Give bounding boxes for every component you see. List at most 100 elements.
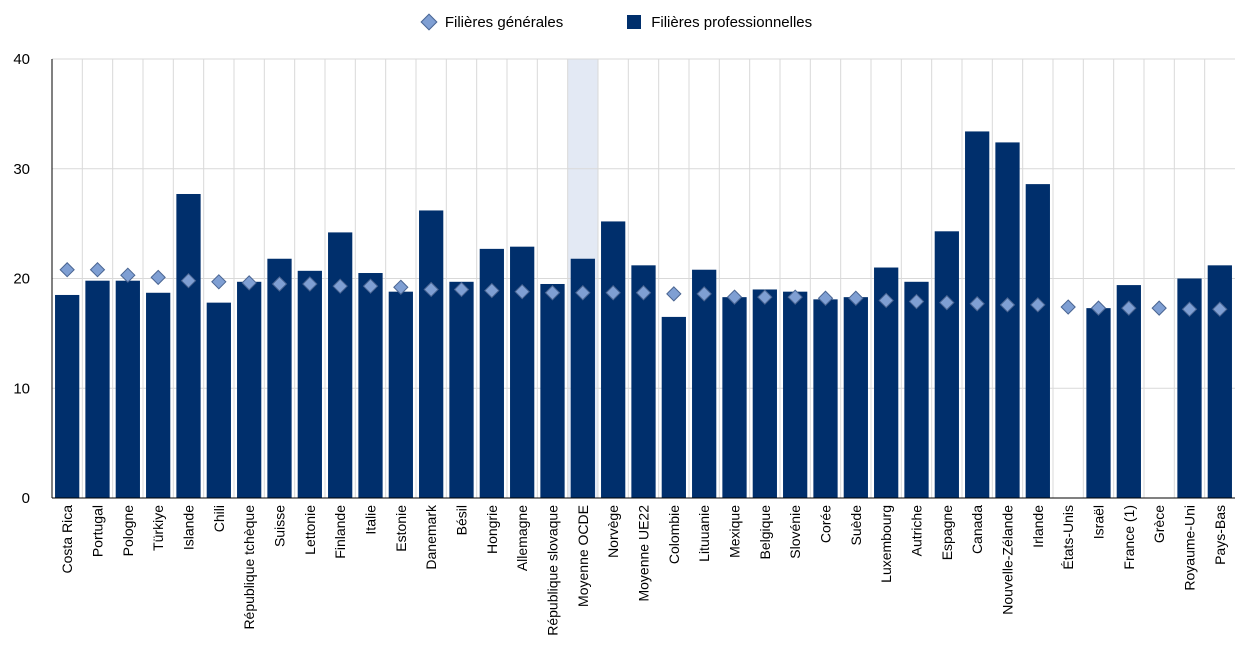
x-tick-label: République tchèque [241,505,257,630]
x-tick-label: Islande [181,505,197,550]
diamond-marker [241,275,257,291]
x-tick-label: Lituuanie [696,505,712,562]
x-tick-label: Autriche [909,505,925,557]
diamond-marker [817,290,834,306]
bar [540,283,565,498]
x-tick-label: Pologne [120,505,136,557]
diamond-marker [1090,300,1107,316]
x-tick-label: Slovénie [787,505,803,559]
bar [328,232,353,498]
bar [449,281,474,498]
x-tick-label: Colombie [666,505,682,564]
bar [965,131,990,498]
x-tick-label: Moyenne OCDE [575,505,591,607]
x-tick-label: Belgique [757,505,773,560]
diamond-marker [969,296,985,312]
diamond-marker [59,262,75,278]
bar [419,210,444,498]
diamond-marker [1060,299,1076,315]
x-tick-label: Royaume-Uni [1182,505,1198,591]
diamond-marker [939,294,955,311]
diamond-marker [271,276,288,292]
x-tick-label: Estonie [393,505,409,552]
bar [267,258,292,498]
diamond-marker [878,292,894,309]
diamond-marker [696,286,712,302]
diamond-marker [726,289,743,305]
bar [297,270,322,498]
x-tick-label: Pays-Bas [1212,505,1228,565]
diamond-marker [908,293,925,310]
bar [1086,308,1111,498]
x-tick-label: Bésil [454,505,470,535]
bar [206,302,231,498]
diamond-marker [848,290,864,306]
diamond-marker [575,285,591,301]
legend-label-general: Filières générales [444,13,564,31]
legend-square-marker [627,15,642,29]
diamond-marker [1151,300,1167,316]
diamond-marker [544,285,561,301]
x-tick-label: Luxembourg [878,505,894,583]
x-tick-label: République slovaque [545,505,561,636]
diamond-marker [180,272,197,289]
bar [752,289,777,498]
x-tick-label: Türkiye [150,505,166,551]
bar [783,291,808,498]
diamond-marker [332,278,348,294]
legend-item-general: Filières générales [420,13,564,31]
diamond-marker [635,285,652,301]
bar [934,231,959,498]
diamond-marker [362,278,379,294]
bar [995,142,1020,498]
x-tick-label: Allemagne [514,505,530,571]
legend: Filières générales Filières professionne… [0,8,1235,36]
diamond-marker [211,274,227,290]
x-tick-label: Suède [848,505,864,546]
x-tick-label: États-Unis [1060,505,1076,570]
x-tick-label: Corée [818,505,834,543]
x-tick-label: Moyenne UE22 [636,505,652,602]
x-tick-label: Italie [363,505,379,535]
diamond-marker [1212,301,1228,317]
bar [601,221,626,498]
bar [55,294,80,498]
x-tick-label: Grèce [1151,505,1167,543]
x-tick-label: Lettonie [302,505,318,555]
x-tick-label: Portugal [90,505,106,557]
diamond-marker [120,267,136,283]
y-tick-label: 30 [13,161,30,178]
y-tick-label: 20 [13,271,30,288]
bar [813,299,838,498]
diamond-marker [999,297,1016,313]
diamond-marker [150,269,166,286]
bar [358,273,383,498]
x-tick-label: Chili [211,505,227,532]
x-tick-label: Finlande [332,505,348,559]
bar [1025,184,1050,499]
diamond-marker [1030,297,1046,313]
x-tick-label: Canada [969,505,985,554]
diamond-marker [302,276,318,292]
diamond-marker [1181,301,1198,317]
bar [85,280,110,498]
x-tick-label: Irlande [1030,505,1046,548]
x-tick-label: Espagne [939,505,955,560]
bar [843,297,868,498]
bar [904,281,929,498]
diamond-marker [1121,300,1137,316]
x-tick-label: Suisse [272,505,288,547]
y-tick-label: 10 [13,380,30,397]
bar [388,291,413,498]
diamond-marker [787,289,803,305]
x-tick-label: Danemark [423,504,439,570]
bar [115,280,140,498]
diamond-marker [89,262,106,278]
bar [661,316,686,498]
diamond-marker [605,285,621,301]
x-tick-label: Norvège [605,505,621,558]
x-tick-label: France (1) [1121,505,1137,570]
bar [1116,285,1141,498]
bar [176,193,201,498]
